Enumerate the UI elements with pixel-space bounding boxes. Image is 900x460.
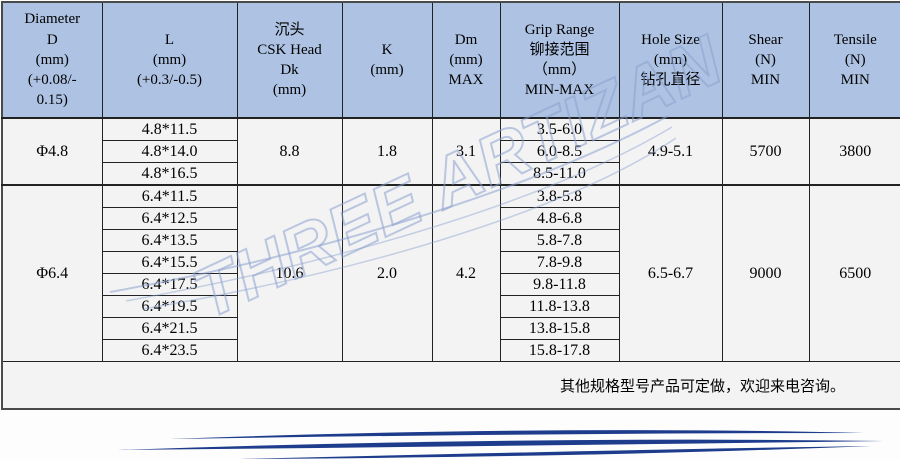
header-line: （mm） (532, 62, 587, 78)
cell-grip-range: 11.8-13.8 (499, 295, 620, 318)
header-line: Diameter (24, 11, 81, 28)
cell-grip-range: 8.5-11.0 (499, 162, 620, 186)
cell-length: 6.4*11.5 (101, 184, 238, 208)
bottom-swoosh-graphic (118, 430, 884, 459)
header-line: 0.15) (36, 92, 68, 109)
header-line: MIN (840, 72, 870, 89)
cell-length: 6.4*23.5 (101, 339, 238, 362)
table-row: 6.4*19.5 11.8-13.8 (2, 295, 900, 318)
cell-length: 6.4*12.5 (101, 207, 238, 230)
header-line: 钻孔直径 (640, 72, 701, 89)
cell-hole-size: 6.5-6.7 (618, 184, 723, 362)
cell-length: 6.4*17.5 (101, 273, 238, 296)
column-header-length: L (mm) (+0.3/-0.5) (101, 1, 238, 119)
cell-grip-range: 4.8-6.8 (499, 207, 620, 230)
header-line: (mm) (653, 51, 688, 68)
spec-table: Diameter D (mm) (+0.08/- 0.15) L (mm) (+… (1, 1, 900, 410)
header-line: (mm) (370, 62, 404, 78)
table-row: 6.4*21.5 13.8-15.8 (2, 317, 900, 340)
column-header-csk-head: 沉头 CSK Head Dk (mm) (236, 1, 343, 119)
header-line: Shear (748, 31, 783, 48)
header-line: (mm) (35, 51, 69, 68)
cell-length: 4.8*11.5 (101, 117, 238, 141)
table-row: Φ4.8 4.8*11.5 8.8 1.8 3.1 3.5-6.0 4.9-5.… (1, 117, 900, 186)
header-line: K (381, 41, 393, 58)
cell-length: 4.8*14.0 (101, 140, 238, 163)
header-line: 沉头 (274, 21, 305, 38)
header-line: (mm) (152, 51, 187, 68)
header-line: MIN-MAX (524, 82, 595, 99)
cell-grip-range: 6.0-8.5 (499, 140, 620, 163)
cell-diameter: Φ4.8 (1, 117, 103, 186)
header-line: (mm) (449, 51, 483, 68)
column-header-k: K (mm) (341, 1, 433, 119)
column-header-hole-size: Hole Size (mm) 钻孔直径 (618, 1, 723, 119)
header-line: 铆接范围 (529, 41, 590, 58)
table-row: 6.4*23.5 15.8-17.8 (2, 339, 900, 362)
cell-tensile: 6500 (808, 184, 900, 362)
header-line: D (46, 31, 58, 48)
column-header-tensile: Tensile (N) MIN (808, 1, 900, 119)
header-line: (N) (844, 51, 866, 68)
cell-length: 6.4*19.5 (101, 295, 238, 318)
header-line: (N) (755, 51, 776, 68)
header-line: Grip Range (524, 21, 595, 38)
cell-csk-head: 10.6 (236, 184, 343, 362)
cell-k: 2.0 (341, 184, 433, 362)
header-row: Diameter D (mm) (+0.08/- 0.15) L (mm) (+… (1, 1, 900, 119)
cell-diameter: Φ6.4 (1, 184, 103, 362)
cell-dm: 4.2 (431, 184, 501, 362)
cell-dm: 3.1 (431, 117, 501, 186)
cell-grip-range: 15.8-17.8 (499, 339, 620, 362)
header-line: MAX (448, 72, 484, 89)
header-line: Hole Size (641, 31, 700, 48)
column-header-shear: Shear (N) MIN (721, 1, 810, 119)
column-header-diameter: Diameter D (mm) (+0.08/- 0.15) (1, 1, 103, 119)
header-line: Tensile (833, 31, 877, 48)
cell-grip-range: 9.8-11.8 (499, 273, 620, 296)
table-row: Φ6.4 6.4*11.5 10.6 2.0 4.2 3.8-5.8 6.5-6… (1, 184, 900, 362)
cell-length: 6.4*13.5 (101, 229, 238, 252)
header-line: CSK Head (257, 41, 322, 58)
cell-k: 1.8 (341, 117, 433, 186)
footer-note-row: 其他规格型号产品可定做，欢迎来电咨询。 (1, 361, 900, 410)
header-line: (mm) (272, 82, 307, 99)
header-line: L (164, 31, 175, 48)
column-header-dm: Dm (mm) MAX (431, 1, 501, 119)
column-header-grip-range: Grip Range 铆接范围 （mm） MIN-MAX (499, 1, 620, 119)
cell-tensile: 3800 (808, 117, 900, 186)
cell-grip-range: 5.8-7.8 (499, 229, 620, 252)
cell-csk-head: 8.8 (236, 117, 343, 186)
cell-length: 6.4*21.5 (101, 317, 238, 340)
cell-grip-range: 3.5-6.0 (499, 117, 620, 141)
cell-shear: 9000 (721, 184, 810, 362)
cell-length: 4.8*16.5 (101, 162, 238, 186)
header-line: (+0.08/- (27, 72, 77, 89)
cell-grip-range: 13.8-15.8 (499, 317, 620, 340)
custom-order-note: 其他规格型号产品可定做，欢迎来电咨询。 (1, 361, 900, 410)
cell-grip-range: 3.8-5.8 (499, 184, 620, 208)
header-line: (+0.3/-0.5) (136, 72, 203, 89)
header-line: Dk (280, 62, 299, 78)
cell-hole-size: 4.9-5.1 (618, 117, 723, 186)
cell-shear: 5700 (721, 117, 810, 186)
cell-grip-range: 7.8-9.8 (499, 251, 620, 274)
header-line: MIN (750, 72, 781, 89)
header-line: Dm (454, 31, 478, 48)
cell-length: 6.4*15.5 (101, 251, 238, 274)
